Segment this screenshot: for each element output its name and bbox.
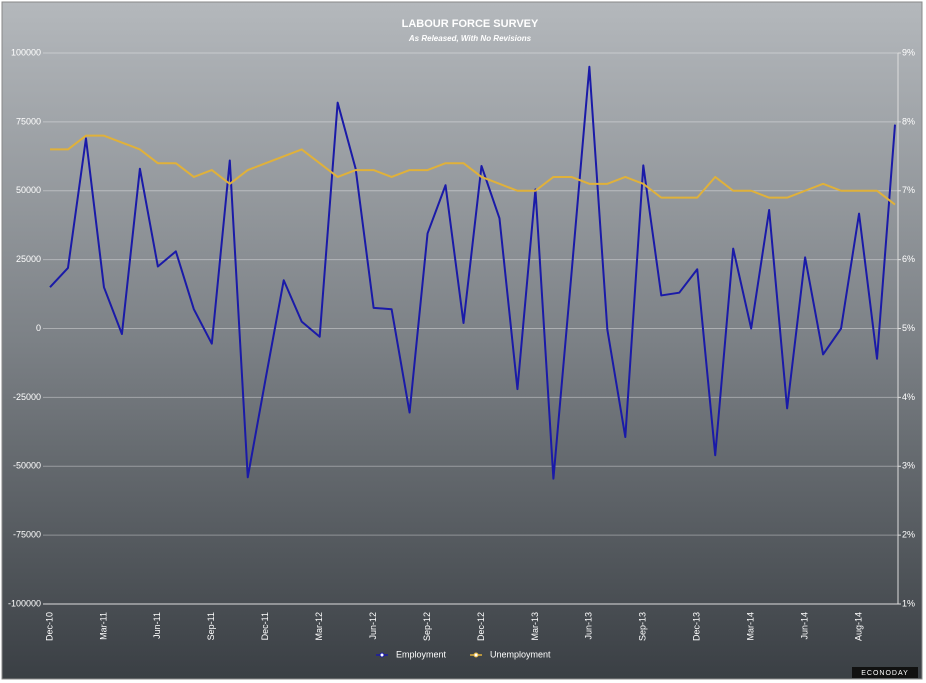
y-tick-label: -25000 — [13, 392, 41, 402]
x-tick-label: Dec-11 — [260, 612, 270, 640]
x-tick-label: Sep-13 — [638, 612, 648, 641]
chart-title: LABOUR FORCE SURVEY — [402, 18, 539, 30]
legend-marker — [473, 652, 479, 658]
y-tick-label: 25000 — [16, 254, 41, 264]
y-tick-label: -50000 — [13, 461, 41, 471]
x-tick-label: Mar-12 — [314, 612, 324, 641]
logo-box — [852, 667, 918, 678]
y2-tick-label: 3% — [902, 461, 915, 471]
chart-subtitle: As Released, With No Revisions — [408, 34, 532, 43]
x-tick-label: Dec-10 — [44, 612, 54, 641]
series-line — [50, 134, 896, 206]
x-tick-label: Jun-12 — [368, 612, 378, 640]
y-tick-label: -75000 — [13, 530, 41, 540]
series-line — [49, 65, 896, 480]
x-tick-label: Sep-12 — [422, 612, 432, 641]
x-tick-label: Dec-12 — [476, 612, 486, 641]
y-tick-label: 100000 — [11, 47, 41, 57]
legend-marker — [379, 652, 385, 658]
x-tick-label: Jun-13 — [584, 612, 594, 640]
y2-tick-label: 4% — [902, 392, 915, 402]
x-tick-label: Mar-11 — [98, 612, 108, 640]
y2-tick-label: 2% — [902, 530, 915, 540]
x-tick-label: Mar-13 — [530, 612, 540, 641]
x-tick-label: Aug-14 — [853, 612, 863, 641]
x-tick-label: Mar-14 — [746, 612, 756, 641]
y2-tick-label: 9% — [902, 47, 915, 57]
y2-tick-label: 7% — [902, 185, 915, 195]
legend-label: Employment — [396, 649, 447, 659]
x-tick-label: Jun-11 — [152, 612, 162, 639]
x-tick-label: Jun-14 — [799, 612, 809, 640]
y2-tick-label: 8% — [902, 116, 915, 126]
y2-tick-label: 5% — [902, 323, 915, 333]
y2-tick-label: 6% — [902, 254, 915, 264]
y-tick-label: 0 — [36, 323, 41, 333]
y2-tick-label: 1% — [902, 598, 915, 608]
y-tick-label: -100000 — [8, 598, 41, 608]
legend-label: Unemployment — [490, 649, 551, 659]
logo: ECONODAY — [861, 670, 909, 677]
y-tick-label: 75000 — [16, 116, 41, 126]
x-tick-label: Sep-11 — [206, 612, 216, 640]
y-tick-label: 50000 — [16, 185, 41, 195]
x-tick-label: Dec-13 — [692, 612, 702, 641]
